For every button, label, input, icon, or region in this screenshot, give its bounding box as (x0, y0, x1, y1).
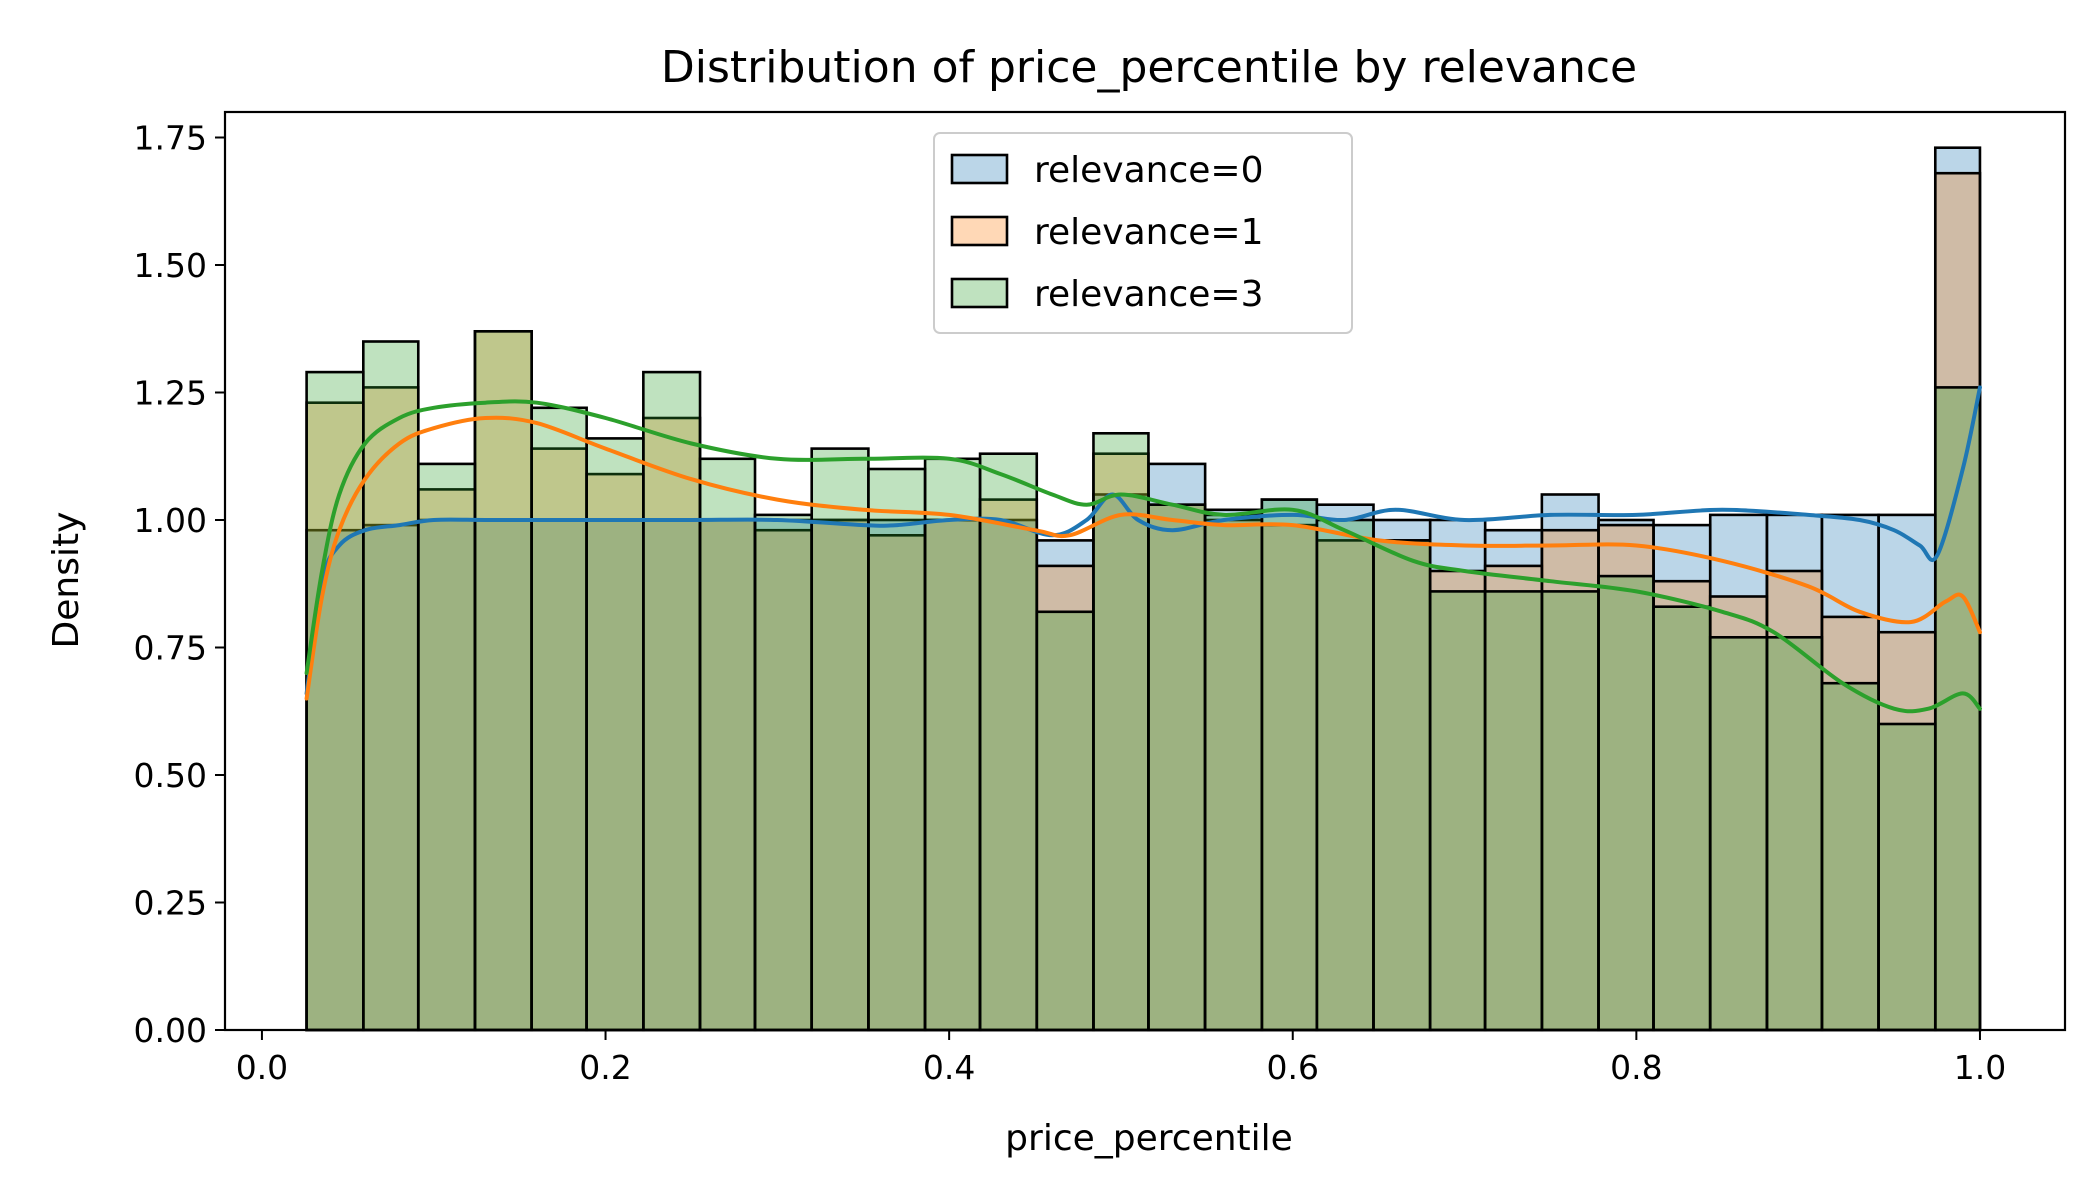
legend-box (933, 132, 1353, 334)
histogram-bar (1092, 452, 1150, 1032)
bars-series-0 (305, 146, 1982, 1032)
histogram-bar (1483, 590, 1544, 1032)
y-tick-label: 1.50 (134, 246, 207, 285)
histogram-bar (1315, 518, 1375, 1032)
histogram-bar (1035, 539, 1095, 1032)
histogram-bar (362, 523, 420, 1032)
plot-frame (223, 110, 2067, 1032)
histogram-bar (1708, 595, 1769, 1032)
legend-label: relevance=3 (1034, 274, 1264, 315)
x-axis-label: price_percentile (1005, 1118, 1293, 1159)
histogram-bar (416, 462, 477, 1032)
histogram-bar (753, 513, 814, 1032)
histogram-bar (1820, 513, 1880, 1032)
x-tick-label: 0.4 (923, 1048, 975, 1087)
histogram-bar (1597, 574, 1655, 1032)
histogram-bar (1877, 630, 1937, 1032)
kde-curves (304, 385, 1982, 714)
y-tick-label: 0.75 (134, 629, 207, 668)
x-axis-ticks: 0.0 0.2 0.4 0.6 0.8 1.0 (236, 1030, 2006, 1087)
kde-line-series-2 (304, 399, 1982, 714)
y-tick-label: 1.00 (134, 501, 207, 540)
histogram-bar (1428, 518, 1487, 1032)
histogram-bar (305, 370, 365, 1032)
histogram-bar (1877, 722, 1937, 1032)
chart-title: Distribution of price_percentile by rele… (661, 42, 1637, 93)
histogram-bar (1372, 518, 1432, 1032)
histogram-bar (1372, 539, 1432, 1032)
histogram-bar (585, 437, 645, 1032)
legend-label: relevance=0 (1034, 150, 1264, 191)
histogram-bar (867, 467, 927, 1032)
histogram-bar (642, 370, 702, 1032)
histogram-bar (923, 518, 982, 1032)
histogram-bar (362, 340, 420, 1032)
histogram-bar (1428, 590, 1487, 1032)
x-tick-label: 1.0 (1954, 1048, 2006, 1087)
bars-series-2 (305, 329, 1982, 1032)
x-tick-label: 0.0 (236, 1048, 288, 1087)
histogram-bar (1147, 503, 1207, 1032)
histogram-bar (1483, 528, 1544, 1032)
x-tick-label: 0.2 (579, 1048, 631, 1087)
x-tick-label: 0.8 (1610, 1048, 1662, 1087)
histogram-bar (1315, 503, 1375, 1032)
histogram-bar (473, 329, 533, 1032)
y-tick-label: 0.50 (134, 756, 207, 795)
legend-swatch (950, 153, 1009, 185)
histogram-bar (1597, 523, 1655, 1032)
histogram-bar (1092, 431, 1150, 1032)
histogram-bar (1540, 590, 1600, 1032)
legend-label: relevance=1 (1034, 212, 1264, 253)
histogram-bar (1820, 681, 1880, 1032)
legend-swatch (950, 277, 1009, 309)
histogram-bar (923, 518, 982, 1032)
histogram-bar (1652, 579, 1712, 1032)
histogram-bar (1652, 605, 1712, 1032)
histogram-bar (810, 518, 870, 1032)
histogram-bars (305, 146, 1982, 1032)
histogram-bar (978, 452, 1039, 1032)
histogram-bar (305, 401, 365, 1032)
histogram-bar (810, 518, 870, 1032)
y-tick-label: 1.25 (134, 374, 207, 413)
histogram-bar (1260, 523, 1319, 1032)
y-tick-label: 1.75 (134, 119, 207, 158)
y-tick-label: 0.00 (134, 1011, 207, 1050)
histogram-bar (1708, 635, 1769, 1032)
histogram-bar (1035, 610, 1095, 1032)
histogram-bar (1260, 498, 1319, 1032)
histogram-bar (810, 447, 870, 1032)
x-tick-label: 0.6 (1267, 1048, 1319, 1087)
histogram-bar (1203, 513, 1264, 1032)
histogram-bar (585, 472, 645, 1032)
histogram-bar (530, 406, 588, 1032)
histogram-bar (1315, 539, 1375, 1032)
y-tick-label: 0.25 (134, 884, 207, 923)
y-axis-label: Density (46, 512, 87, 649)
histogram-bar (1877, 513, 1937, 1032)
histogram-bar (1765, 635, 1824, 1032)
y-axis-ticks: 0.00 0.25 0.50 0.75 1.00 1.25 1.50 1.75 (134, 119, 225, 1050)
legend-swatch (950, 215, 1009, 247)
legend: relevance=0 relevance=1 relevance=3 (933, 132, 1353, 334)
histogram-bar (923, 457, 982, 1032)
histogram-bar (698, 457, 757, 1032)
kde-line-series-1 (304, 415, 1982, 701)
